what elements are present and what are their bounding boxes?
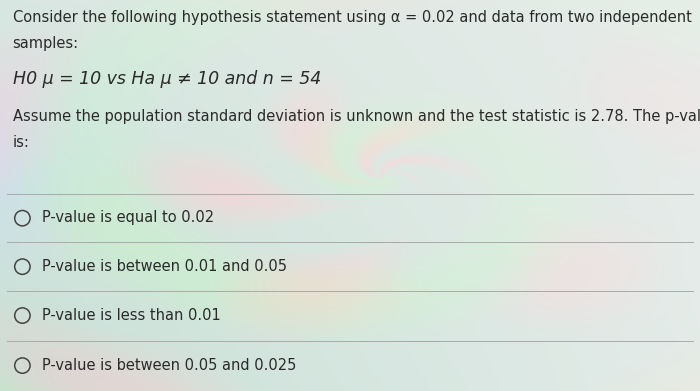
- Text: P-value is less than 0.01: P-value is less than 0.01: [42, 308, 220, 323]
- Text: P-value is equal to 0.02: P-value is equal to 0.02: [42, 210, 214, 225]
- Text: is:: is:: [13, 135, 29, 150]
- Text: samples:: samples:: [13, 36, 78, 51]
- Text: Assume the population standard deviation is unknown and the test statistic is 2.: Assume the population standard deviation…: [13, 109, 700, 124]
- Text: Consider the following hypothesis statement using α = 0.02 and data from two ind: Consider the following hypothesis statem…: [13, 10, 692, 25]
- Text: P-value is between 0.05 and 0.025: P-value is between 0.05 and 0.025: [42, 358, 296, 373]
- Text: H0 μ = 10 vs Ha μ ≠ 10 and n = 54: H0 μ = 10 vs Ha μ ≠ 10 and n = 54: [13, 70, 321, 88]
- Text: P-value is between 0.01 and 0.05: P-value is between 0.01 and 0.05: [42, 259, 287, 274]
